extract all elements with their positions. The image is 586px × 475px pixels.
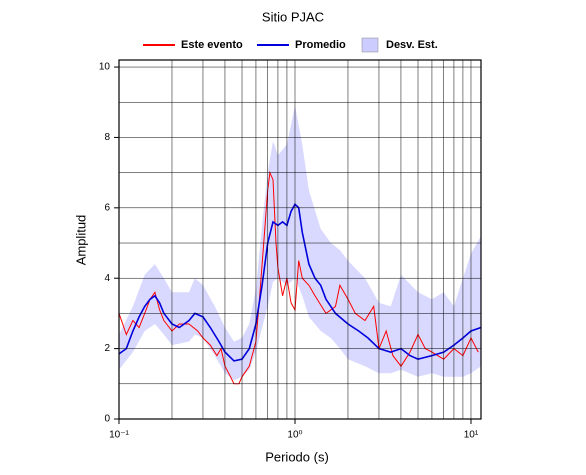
x-tick-label: 10¹ [464, 430, 479, 441]
grid [118, 60, 481, 420]
y-tick-label: 8 [104, 132, 110, 143]
legend-label: Promedio [295, 39, 346, 51]
y-tick-label: 10 [99, 62, 111, 73]
y-axis-label: Amplitud [73, 215, 88, 266]
legend-swatch [361, 37, 379, 53]
legend-label: Desv. Est. [386, 39, 438, 51]
x-tick-label: 10⁻¹ [109, 430, 129, 441]
line-series [118, 170, 479, 385]
y-tick-label: 0 [104, 414, 110, 425]
chart-title: Sitio PJAC [262, 9, 324, 24]
y-tick-label: 6 [104, 202, 110, 213]
y-tick-label: 2 [104, 343, 110, 354]
legend-label: Este evento [181, 39, 243, 51]
x-tick-label: 10⁰ [287, 430, 302, 441]
plot-area [118, 105, 482, 385]
plot-frame [118, 59, 482, 420]
line-series [118, 203, 482, 362]
y-tick-label: 4 [104, 273, 110, 284]
x-axis-label: Periodo (s) [265, 449, 329, 464]
